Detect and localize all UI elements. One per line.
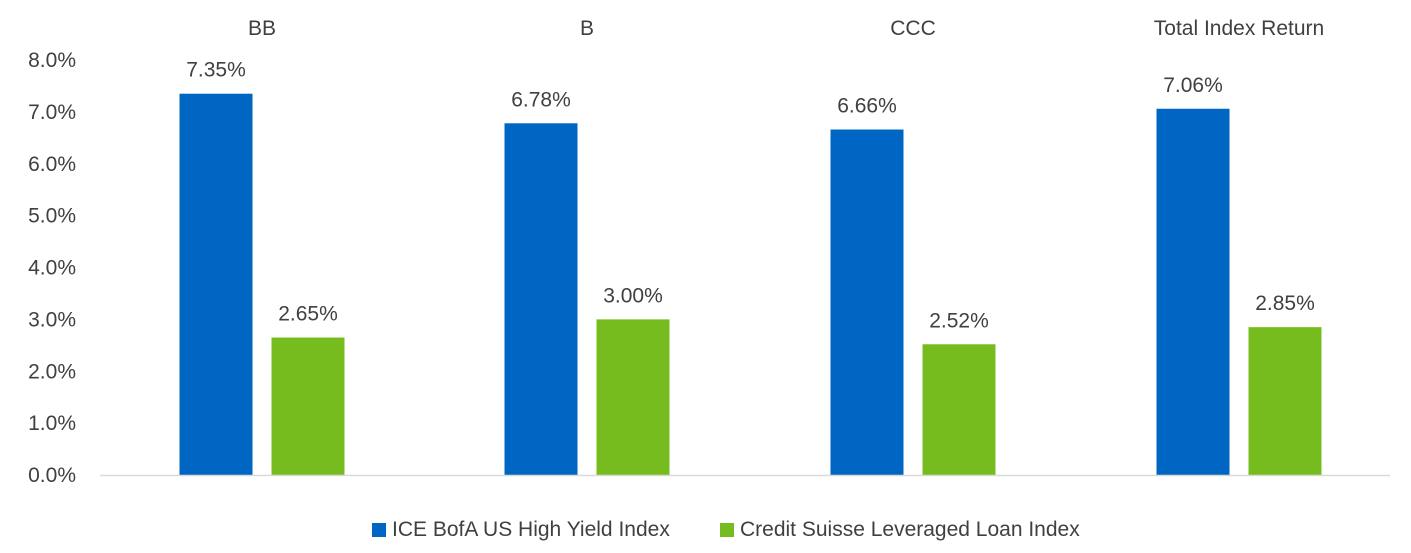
legend-label: Credit Suisse Leveraged Loan Index (740, 518, 1080, 541)
data-label: 6.78% (511, 88, 571, 111)
legend-swatch (720, 523, 734, 537)
value-labels: 7.35% 6.78% 6.66% 7.06% 2.65% 3.00% 2.52% 2.85% (186, 59, 1315, 333)
y-tick-label: 8.0% (28, 49, 76, 72)
data-label: 2.85% (1255, 292, 1315, 315)
y-axis-tick-labels: 0.0% 1.0% 2.0% 3.0% 4.0% 5.0% 6.0% 7.0% 8.0% (28, 49, 76, 487)
bar-high-yield (830, 129, 904, 475)
category-label: BB (248, 17, 276, 40)
legend-label: ICE BofA US High Yield Index (392, 518, 670, 541)
y-tick-label: 1.0% (28, 412, 76, 435)
bar-high-yield (504, 123, 578, 475)
category-labels: BB B CCC Total Index Return (248, 17, 1324, 40)
y-tick-label: 7.0% (28, 101, 76, 124)
y-tick-label: 2.0% (28, 360, 76, 383)
legend: ICE BofA US High Yield Index Credit Suiss… (372, 518, 1080, 541)
y-tick-label: 3.0% (28, 308, 76, 331)
y-tick-label: 0.0% (28, 464, 76, 487)
data-label: 6.66% (837, 95, 897, 118)
bar-leveraged-loan (271, 337, 345, 475)
bar-high-yield (179, 93, 253, 475)
bar-leveraged-loan (1248, 327, 1322, 475)
legend-swatch (372, 523, 386, 537)
bar-leveraged-loan (596, 319, 670, 475)
data-label: 7.06% (1163, 74, 1223, 97)
bar-leveraged-loan (922, 344, 996, 475)
bar-high-yield (1156, 108, 1230, 475)
data-label: 3.00% (603, 284, 663, 307)
y-tick-label: 5.0% (28, 205, 76, 228)
category-label: Total Index Return (1154, 17, 1324, 40)
data-label: 2.65% (278, 303, 338, 326)
bars (179, 93, 1322, 475)
category-label: B (580, 17, 594, 40)
y-tick-label: 6.0% (28, 153, 76, 176)
y-tick-label: 4.0% (28, 257, 76, 280)
data-label: 7.35% (186, 59, 246, 82)
category-label: CCC (890, 17, 936, 40)
data-label: 2.52% (929, 309, 989, 332)
